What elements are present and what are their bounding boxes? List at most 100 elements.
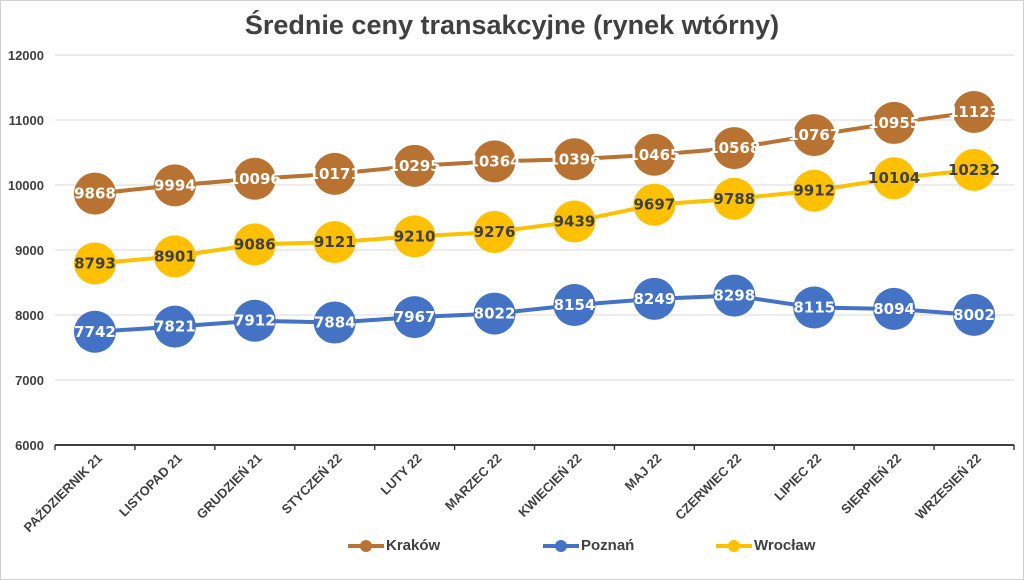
x-tick-label: SIERPIEŃ 22 (838, 451, 904, 517)
y-tick-label: 6000 (15, 438, 44, 453)
data-label: 9276 (474, 223, 516, 241)
data-label: 8249 (634, 290, 676, 308)
x-tick-label: WRZESIEŃ 22 (912, 451, 984, 523)
data-point (633, 183, 676, 226)
data-label: 9086 (234, 235, 276, 253)
legend-marker-icon (348, 539, 384, 553)
series-lines (94, 110, 975, 334)
gridlines (55, 54, 1014, 381)
data-label: 9697 (634, 196, 676, 214)
data-label: 9868 (74, 185, 116, 203)
data-label: 8298 (713, 287, 755, 305)
data-label: 9439 (554, 212, 596, 230)
data-point (633, 133, 676, 176)
x-tick-label: CZERWIEC 22 (672, 451, 744, 523)
legend-item-wrocław: Wrocław (716, 537, 815, 554)
data-label: 10364 (468, 152, 520, 170)
y-tick-label: 8000 (15, 308, 44, 323)
data-point (73, 310, 116, 353)
y-tick-label: 7000 (15, 373, 44, 388)
data-label: 9994 (154, 176, 196, 194)
data-point (713, 177, 756, 220)
data-label: 10096 (229, 170, 281, 188)
data-label: 7884 (314, 314, 356, 332)
data-label: 10568 (708, 139, 760, 157)
data-point (473, 211, 516, 254)
x-tick-label: KWIECIEŃ 22 (515, 451, 584, 520)
data-point (233, 157, 276, 200)
y-tick-label: 11000 (9, 113, 44, 128)
data-label: 8022 (474, 305, 516, 323)
data-point (313, 221, 356, 264)
series-line-poznań (94, 293, 975, 334)
data-label: 8793 (74, 254, 116, 272)
data-point (553, 200, 596, 243)
data-point (73, 242, 116, 285)
series-markers: 9868 9994 10096 10171 10295 10364 10396 10465 10… (73, 91, 1000, 353)
data-label: 7967 (394, 308, 436, 326)
x-tick-label: STYCZEŃ 22 (279, 451, 345, 517)
data-point (313, 301, 356, 344)
legend-marker-icon (543, 539, 579, 553)
data-label: 9912 (793, 182, 835, 200)
data-point (153, 164, 196, 207)
data-label: 9121 (314, 233, 356, 251)
data-point (73, 172, 116, 215)
data-point (713, 127, 756, 170)
y-tick-label: 10000 (8, 178, 44, 193)
data-label: 10295 (389, 157, 441, 175)
legend-marker-icon (716, 539, 752, 553)
data-label: 10955 (868, 114, 920, 132)
data-label: 10465 (628, 146, 680, 164)
data-point (793, 114, 836, 157)
data-point (153, 305, 196, 348)
x-axis: PAŹDZIERNIK 21 LISTOPAD 21 GRUDZIEŃ 21 STYC… (21, 444, 1015, 535)
data-point (953, 148, 996, 191)
x-tick-label: GRUDZIEŃ 21 (194, 451, 265, 522)
x-tick-label: MAJ 22 (622, 451, 665, 494)
x-tick-label: LUTY 22 (378, 451, 425, 498)
legend-item-poznań: Poznań (543, 537, 634, 554)
data-label: 7742 (74, 323, 116, 341)
data-point (873, 101, 916, 144)
data-point (393, 144, 436, 187)
data-label: 11123 (948, 103, 1000, 121)
data-label: 8154 (554, 296, 596, 314)
data-point (713, 274, 756, 317)
data-label: 8115 (793, 299, 835, 317)
legend-label: Poznań (581, 537, 635, 554)
chart-title: Średnie ceny transakcyjne (rynek wtórny) (244, 10, 780, 40)
data-point (393, 296, 436, 339)
y-tick-label: 9000 (15, 243, 44, 258)
legend-label: Wrocław (754, 537, 816, 554)
x-tick-label: MARZEC 22 (442, 451, 505, 514)
data-point (953, 293, 996, 336)
x-tick-label: LISTOPAD 21 (116, 451, 185, 520)
data-label: 10396 (548, 150, 600, 168)
data-point (233, 223, 276, 266)
data-label: 10232 (948, 161, 1000, 179)
data-point (313, 152, 356, 195)
data-point (153, 235, 196, 278)
data-label: 8002 (953, 306, 995, 324)
legend-label: Kraków (386, 537, 441, 554)
data-point (873, 287, 916, 330)
data-point (793, 286, 836, 329)
data-label: 7912 (234, 312, 276, 330)
data-label: 10767 (788, 126, 840, 144)
y-tick-label: 12000 (8, 48, 44, 63)
data-label: 7821 (154, 318, 196, 336)
data-point (793, 169, 836, 212)
data-point (873, 157, 916, 200)
x-tick-label: LIPIEC 22 (771, 451, 824, 504)
data-point (953, 91, 996, 134)
data-label: 9788 (713, 190, 755, 208)
data-label: 10104 (868, 169, 920, 187)
legend-item-kraków: Kraków (348, 537, 440, 554)
series-line-kraków (94, 110, 975, 196)
data-label: 10171 (309, 165, 361, 183)
data-label: 8901 (154, 247, 196, 265)
series-line-wrocław (94, 167, 975, 266)
x-tick-label: PAŹDZIERNIK 21 (21, 451, 105, 535)
